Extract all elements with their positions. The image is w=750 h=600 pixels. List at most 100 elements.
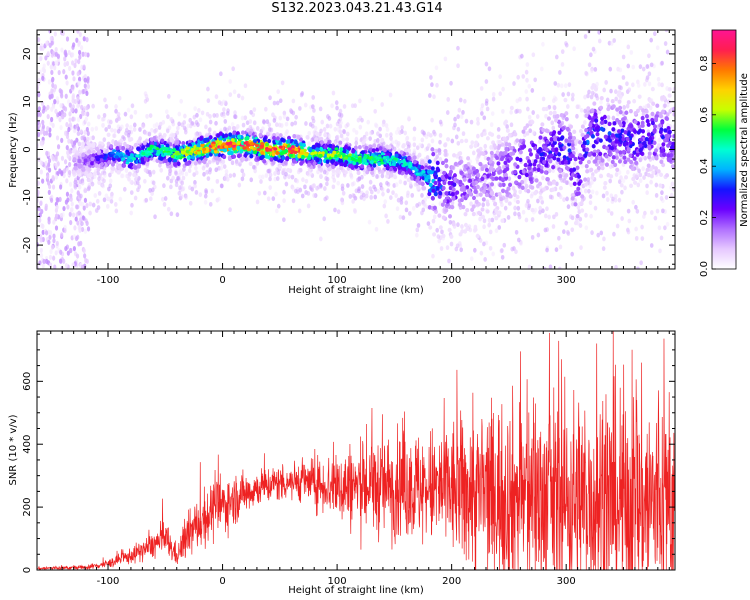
spectrogram-ridge-cell — [552, 156, 557, 161]
spectrogram-halo-cell — [276, 203, 281, 209]
spectrogram-halo-cell — [482, 241, 486, 247]
spectrogram-halo-cell — [384, 213, 388, 219]
spectrogram-halo-cell — [193, 183, 197, 189]
spectrogram-halo-cell — [148, 172, 153, 178]
spectrogram-halo-cell — [493, 301, 497, 306]
spectrogram-halo-cell — [394, 193, 398, 198]
spectrogram-noise-cell — [85, 202, 89, 209]
spectrogram-ridge-cell — [521, 129, 526, 134]
spectrogram-halo-cell — [331, 90, 336, 96]
spectrogram-ridge-cell — [437, 176, 442, 182]
spectrogram-halo-cell — [380, 187, 385, 192]
spectrogram-ridge-cell — [481, 197, 486, 202]
spectrogram-halo-cell — [578, 216, 583, 222]
spectrogram-halo-cell — [178, 169, 183, 175]
spectrogram-halo-cell — [141, 123, 146, 128]
spectrogram-ridge-cell — [498, 182, 503, 188]
spectrogram-halo-cell — [456, 63, 460, 69]
spectrogram-ridge-cell — [590, 108, 595, 113]
spectrogram-halo-cell — [403, 180, 407, 186]
spectrogram-noise-cell — [58, 88, 62, 94]
spectrogram-noise-cell — [70, 201, 74, 207]
spectrogram-halo-cell — [518, 108, 522, 114]
spectrogram-noise-cell — [68, 65, 72, 72]
spectrogram-halo-cell — [612, 38, 617, 43]
spectrogram-halo-cell — [280, 80, 285, 86]
spectrogram-ridge-cell — [205, 153, 210, 159]
spectrogram-halo-cell — [489, 145, 493, 150]
spectrogram-halo-cell — [487, 66, 492, 72]
spectrogram-noise-cell — [37, 106, 41, 112]
spectrogram-halo-cell — [335, 134, 340, 140]
spectrogram-ridge-cell — [564, 138, 569, 143]
spectrogram-halo-cell — [162, 202, 167, 207]
spectrogram-ridge-cell — [665, 173, 670, 178]
spectrogram-ridge-cell — [464, 138, 469, 144]
spectrogram-halo-cell — [505, 135, 510, 141]
spectrogram-noise-cell — [52, 156, 56, 162]
spectrogram-halo-cell — [506, 21, 510, 26]
spectrogram-halo-cell — [593, 66, 598, 72]
spectrogram-halo-cell — [143, 167, 148, 173]
spectrogram-halo-cell — [148, 113, 153, 119]
spectrogram-noise-cell — [68, 211, 72, 217]
spectrogram-halo-cell — [97, 114, 101, 120]
spectrogram-noise-cell — [51, 184, 56, 190]
spectrogram-halo-cell — [293, 120, 298, 126]
spectrogram-noise-cell — [44, 55, 48, 61]
spectrogram-halo-cell — [607, 21, 611, 26]
spectrogram-ridge-cell — [589, 167, 594, 173]
spectrogram-ridge-cell — [555, 113, 560, 119]
spectrogram-ridge-cell — [490, 132, 495, 137]
spectrogram-halo-cell — [570, 227, 575, 233]
spectrogram-halo-cell — [167, 94, 171, 99]
spectrogram-halo-cell — [406, 190, 410, 196]
spectrogram-halo-cell — [513, 211, 517, 217]
spectrogram-halo-cell — [642, 214, 646, 219]
spectrogram-ridge-cell — [559, 136, 564, 141]
spectrogram-halo-cell — [511, 185, 516, 191]
spectrogram-halo-cell — [586, 93, 590, 99]
spectrogram-halo-cell — [645, 190, 649, 196]
spectrogram-halo-cell — [204, 124, 208, 130]
spectrogram-ridge-cell — [389, 173, 394, 178]
spectrogram-halo-cell — [143, 129, 147, 135]
spectrogram-halo-cell — [210, 188, 215, 194]
spectrogram-ridge-cell — [580, 194, 585, 199]
spectrogram-halo-cell — [358, 98, 362, 104]
spectrogram-halo-cell — [494, 297, 498, 302]
spectrogram-halo-cell — [469, 201, 473, 207]
spectrogram-ridge-cell — [634, 174, 639, 179]
spectrogram-halo-cell — [160, 196, 165, 202]
spectrogram-ridge-cell — [638, 143, 643, 148]
spectrogram-halo-cell — [258, 174, 262, 180]
spectrogram-halo-cell — [625, 103, 630, 109]
spectrogram-halo-cell — [148, 187, 152, 193]
spectrogram-halo-cell — [557, 235, 561, 241]
spectrogram-halo-cell — [129, 190, 134, 196]
spectrogram-halo-cell — [541, 96, 546, 102]
spectrogram-ridge-cell — [611, 127, 616, 132]
spectrogram-halo-cell — [165, 128, 170, 134]
spectrogram-halo-cell — [604, 80, 608, 85]
spectrogram-ridge-cell — [462, 177, 467, 182]
spectrogram-halo-cell — [206, 176, 211, 181]
spectrogram-noise-cell — [55, 204, 59, 210]
spectrogram-halo-cell — [230, 160, 235, 166]
spectrogram-halo-cell — [490, 111, 495, 117]
spectrogram-halo-cell — [524, 203, 529, 208]
spectrogram-halo-cell — [267, 127, 272, 132]
spectrogram-ridge-cell — [578, 128, 583, 134]
spectrogram-halo-cell — [91, 202, 96, 208]
spectrogram-noise-cell — [37, 192, 40, 198]
spectrogram-halo-cell — [469, 256, 474, 262]
spectrogram-ridge-cell — [590, 175, 595, 180]
spectrogram-halo-cell — [590, 189, 595, 195]
spectrogram-ridge-cell — [583, 153, 588, 158]
spectrogram-halo-cell — [175, 130, 180, 136]
spectrogram-halo-cell — [412, 142, 417, 148]
spectrogram-noise-cell — [46, 180, 51, 186]
spectrogram-noise-cell — [49, 248, 53, 255]
spectrogram-ridge-cell — [459, 138, 464, 144]
